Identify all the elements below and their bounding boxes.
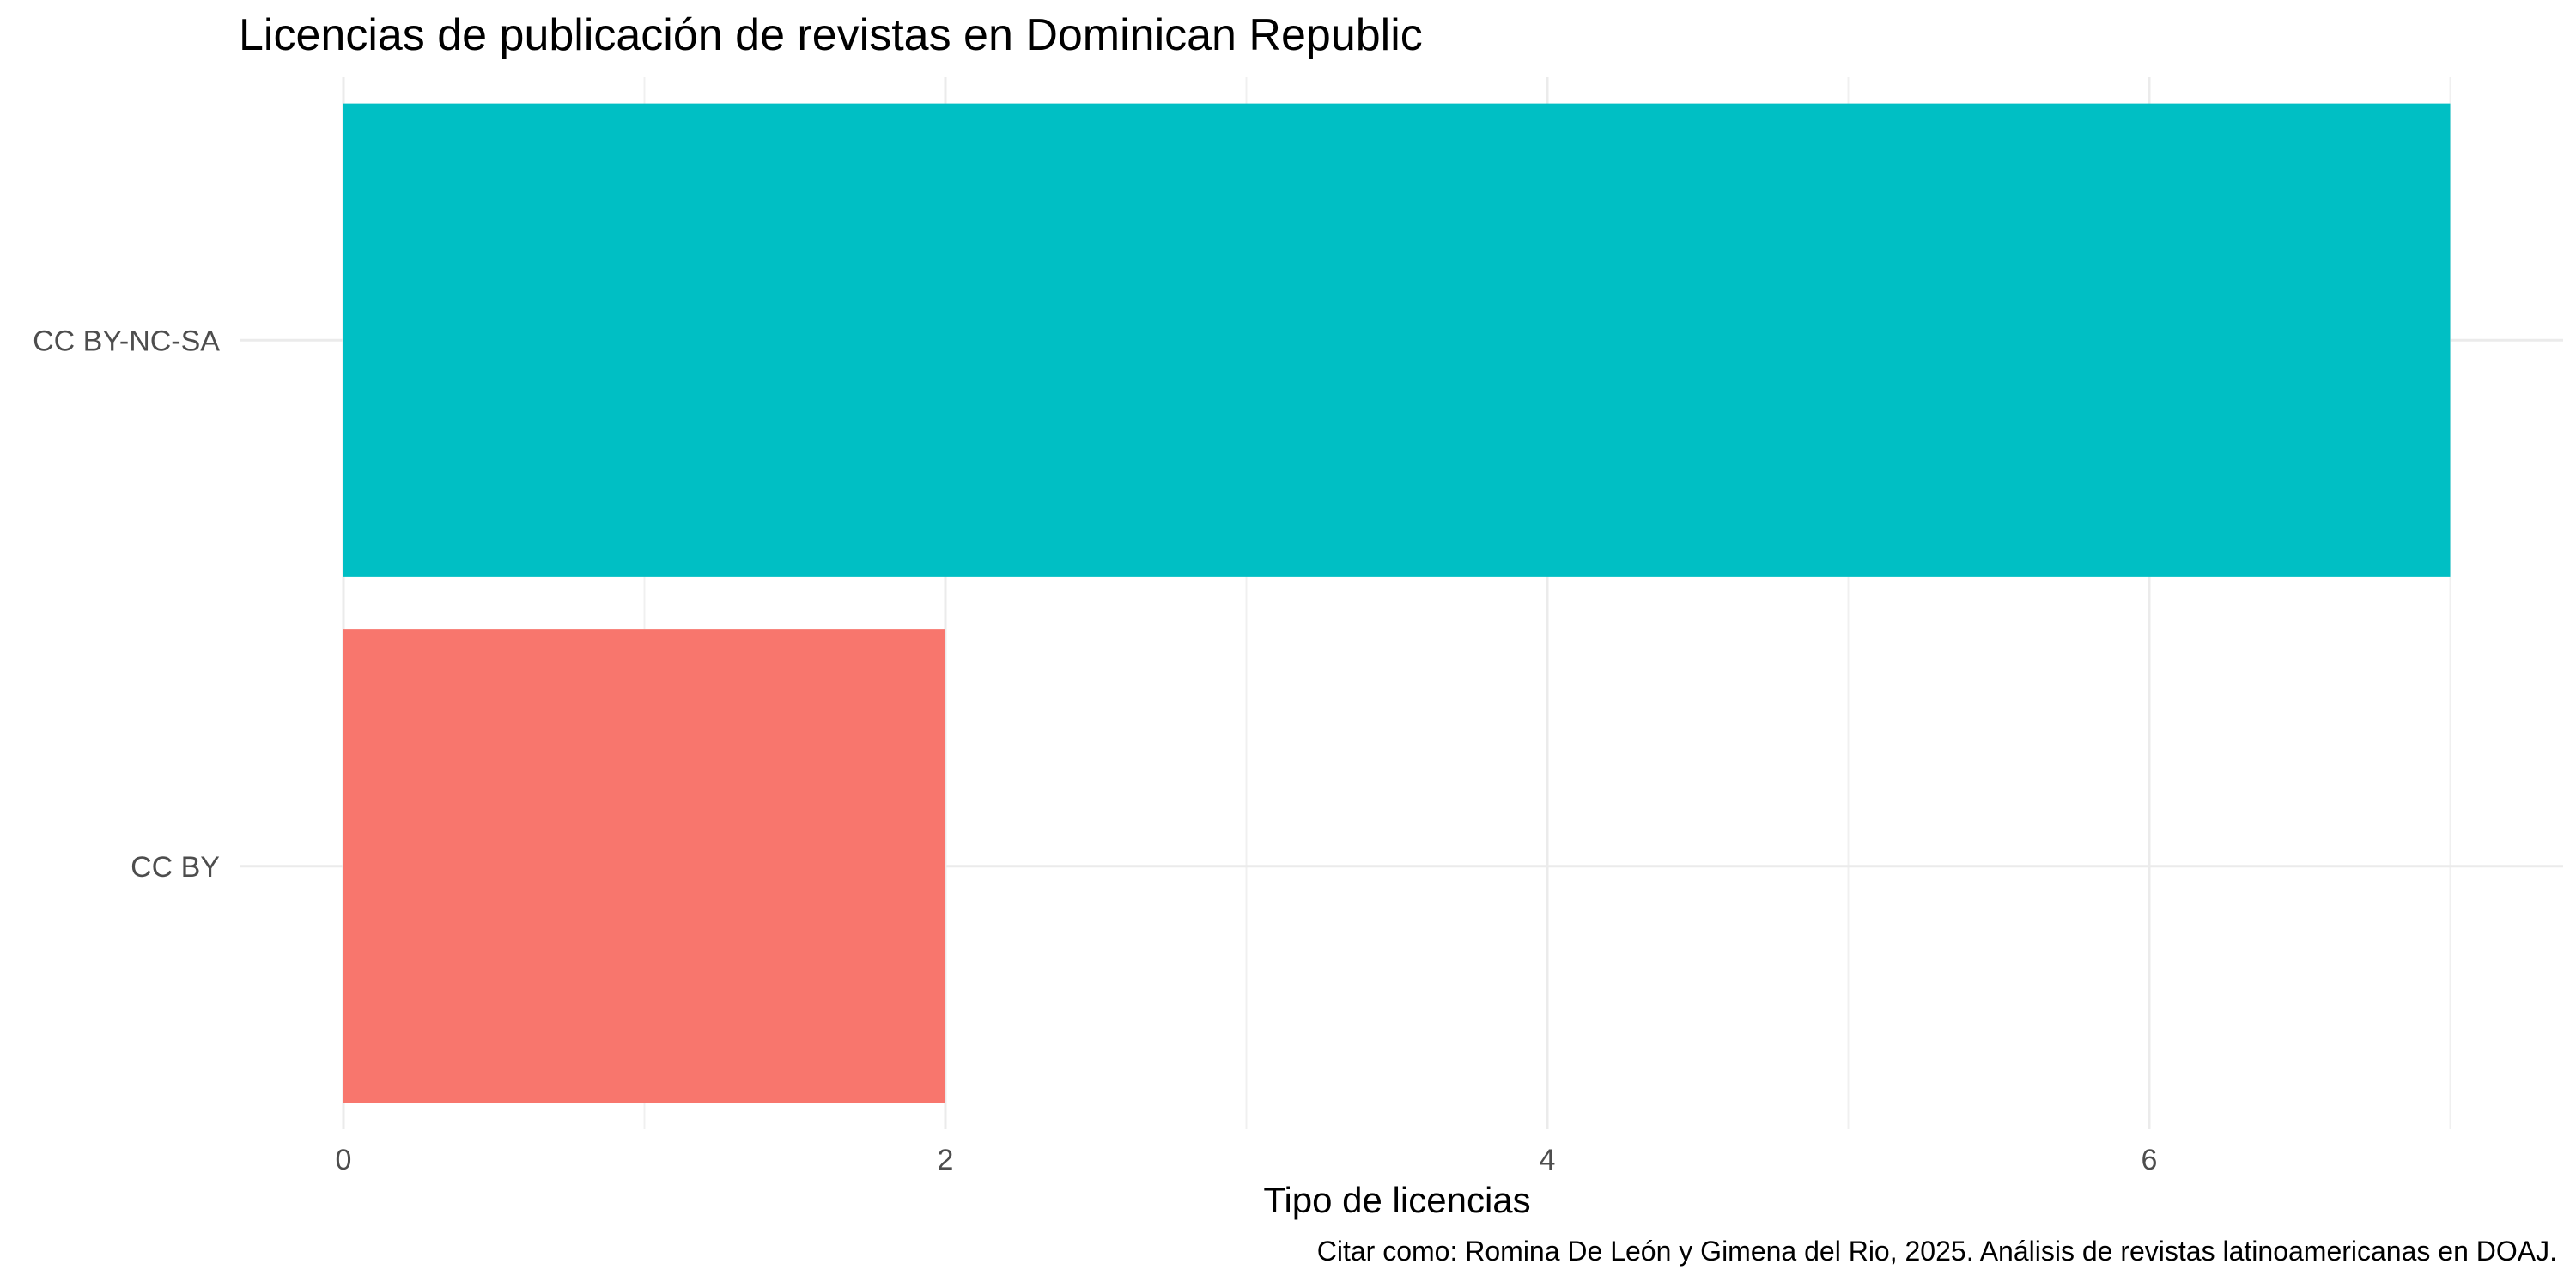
x-axis-tick-labels: 0 2 4 6: [336, 1144, 2158, 1176]
chart-title: Licencias de publicación de revistas en …: [239, 10, 1423, 60]
bar-cc-by-nc-sa: [343, 103, 2451, 577]
y-axis-tick-labels: CC BY CC BY-NC-SA: [33, 325, 220, 884]
x-tick-label: 6: [2142, 1144, 2158, 1176]
y-tick-label: CC BY: [131, 851, 220, 884]
x-tick-label: 2: [938, 1144, 954, 1176]
y-tick-label: CC BY-NC-SA: [33, 325, 220, 357]
x-axis-title: Tipo de licencias: [1263, 1180, 1530, 1220]
x-tick-label: 0: [336, 1144, 352, 1176]
x-tick-label: 4: [1540, 1144, 1556, 1176]
bars: [343, 103, 2451, 1103]
citation-caption: Citar como: Romina De León y Gimena del …: [1317, 1236, 2557, 1267]
bar-cc-by: [343, 629, 945, 1103]
